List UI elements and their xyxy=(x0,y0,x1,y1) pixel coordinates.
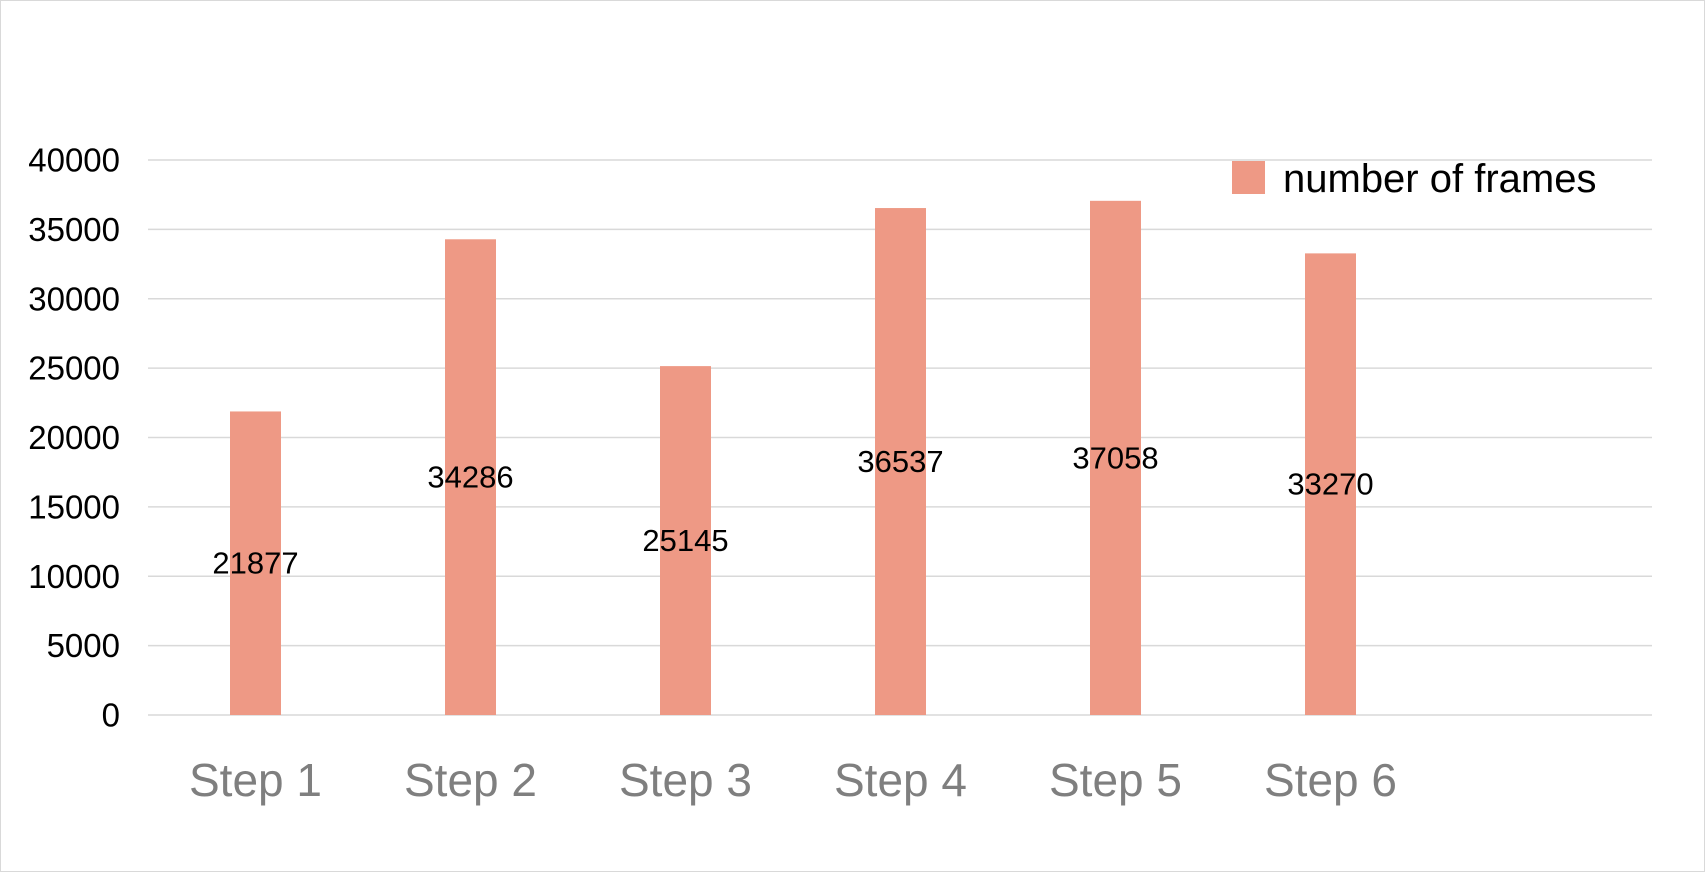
y-tick-label: 20000 xyxy=(28,419,120,456)
y-tick-label: 0 xyxy=(102,697,120,734)
x-tick-label: Step 4 xyxy=(834,754,967,806)
data-label: 34286 xyxy=(427,460,513,495)
legend-swatch xyxy=(1232,161,1265,194)
x-tick-label: Step 5 xyxy=(1049,754,1182,806)
y-tick-label: 40000 xyxy=(28,142,120,179)
bar xyxy=(445,239,496,716)
x-tick-label: Step 1 xyxy=(189,754,322,806)
x-tick-label: Step 3 xyxy=(619,754,752,806)
y-tick-label: 15000 xyxy=(28,488,120,525)
bar xyxy=(660,366,711,715)
data-label: 21877 xyxy=(212,546,298,581)
bar xyxy=(1305,253,1356,715)
bars xyxy=(230,200,1356,716)
y-tick-label: 30000 xyxy=(28,280,120,317)
y-tick-label: 5000 xyxy=(47,627,120,664)
y-tick-label: 35000 xyxy=(28,211,120,248)
data-label: 37058 xyxy=(1072,440,1158,475)
y-tick-label: 10000 xyxy=(28,558,120,595)
x-tick-label: Step 2 xyxy=(404,754,537,806)
data-label: 25145 xyxy=(642,523,728,558)
data-label: 36537 xyxy=(857,444,943,479)
legend-label-number-of-frames: number of frames xyxy=(1283,157,1596,201)
legend: number of frames xyxy=(1232,157,1596,201)
data-label: 33270 xyxy=(1287,467,1373,502)
bar xyxy=(230,411,281,715)
x-tick-label: Step 6 xyxy=(1264,754,1397,806)
y-axis-ticks: 0 5000 10000 15000 20000 25000 30000 35000 40000 xyxy=(28,142,120,734)
data-labels: 21877 34286 25145 36537 37058 33270 xyxy=(212,440,1373,580)
y-tick-label: 25000 xyxy=(28,350,120,387)
bar xyxy=(875,208,926,715)
x-axis-ticks: Step 1 Step 2 Step 3 Step 4 Step 5 Step 6 xyxy=(189,754,1397,806)
bar xyxy=(1090,200,1141,715)
